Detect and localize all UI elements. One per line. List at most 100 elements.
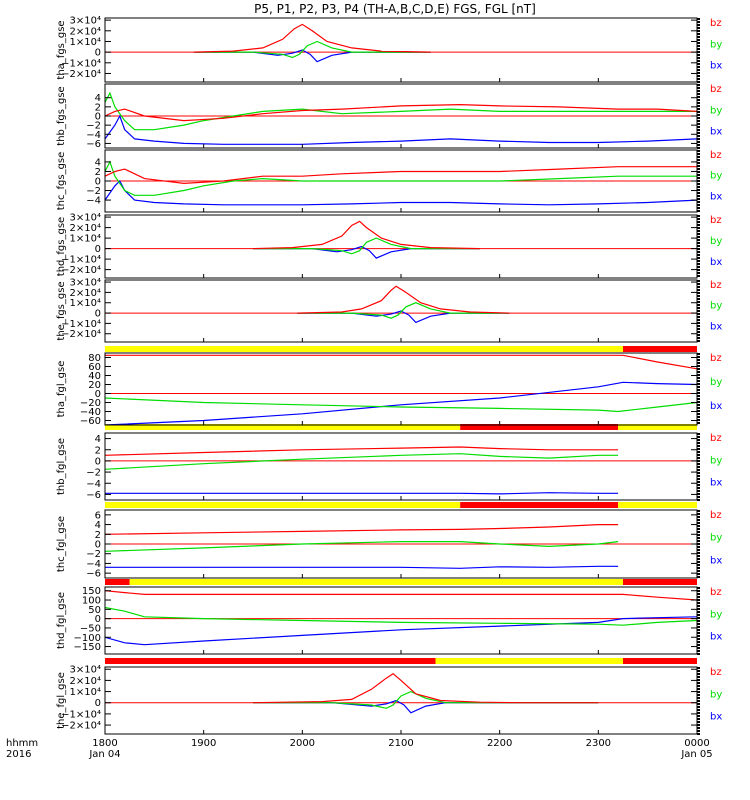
figure-title: P5, P1, P2, P3, P4 (TH-A,B,C,D,E) FGS, F… — [254, 2, 536, 16]
panel-1-ytick-label-2: 2×10⁴ — [70, 26, 101, 37]
panel-6-edge-mark — [697, 392, 700, 394]
mode-bar-1-segment-2 — [623, 346, 697, 352]
panel-9-ytick-label-2: 100 — [82, 596, 101, 607]
panel-8-series-bz — [105, 523, 619, 535]
panel-4-legend-by: by — [710, 236, 722, 247]
panel-3-series-bz — [105, 166, 697, 185]
panel-7-edge-mark — [697, 496, 700, 498]
panel-6-edge-mark — [697, 410, 700, 412]
panel-3-edge-mark — [697, 156, 700, 158]
panel-7-edge-mark — [697, 454, 700, 456]
panel-3-legend-by: by — [710, 171, 722, 182]
panel-6-edge-mark — [697, 413, 700, 415]
panel-6-legend-bz: bz — [710, 353, 722, 364]
panel-9-edge-mark — [697, 620, 700, 622]
panel-6-edge-mark — [697, 374, 700, 376]
panel-4-edge-mark — [697, 248, 700, 250]
panel-5-edge-mark — [697, 331, 700, 333]
panel-2-edge-mark — [697, 138, 700, 140]
panel-10-edge-mark — [697, 667, 700, 669]
panel-4-edge-mark — [697, 275, 700, 277]
panel-3-edge-mark — [697, 177, 700, 179]
panel-7-edge-mark — [697, 433, 700, 435]
panel-5-edge-mark — [697, 280, 700, 282]
panel-7-edge-mark — [697, 463, 700, 465]
panel-1-edge-mark — [697, 45, 700, 47]
panel-5-edge-mark — [697, 313, 700, 315]
panel-7-ytick-label-5: −4 — [86, 479, 101, 490]
panel-1-ylabel: tha_fgs_gse — [56, 20, 67, 79]
panel-4-edge-mark — [697, 242, 700, 244]
panel-2-edge-mark — [697, 144, 700, 146]
panel-9-edge-mark — [697, 587, 700, 589]
panel-2-ytick-label-3: 0 — [95, 112, 101, 123]
panel-6-frame — [104, 352, 698, 426]
panel-6-edge-mark — [697, 377, 700, 379]
panel-5-edge-mark — [697, 307, 700, 309]
panel-3-edge-mark — [697, 195, 700, 197]
panel-9-edge-mark — [697, 641, 700, 643]
mode-bar-4-segment-1 — [105, 579, 130, 585]
panel-3-ytick-label-4: −2 — [86, 186, 101, 197]
panel-10-edge-mark — [697, 718, 700, 720]
panel-5-edge-mark — [697, 325, 700, 327]
panel-8-series-bx — [105, 565, 619, 569]
panel-4-edge-mark — [697, 245, 700, 247]
panel-6-ytick-label-3: 40 — [88, 371, 101, 382]
panel-7-edge-mark — [697, 475, 700, 477]
panel-4-ytick-label-2: 2×10⁴ — [70, 223, 101, 234]
panel-6-ytick-label-2: 60 — [88, 362, 101, 373]
panel-1-edge-mark — [697, 75, 700, 77]
panel-10-edge-mark — [697, 670, 700, 672]
panel-4-ytick-label-6: −2×10⁴ — [61, 265, 101, 276]
panel-1-edge-mark — [697, 21, 700, 23]
panel-7-ytick-label-6: −6 — [86, 490, 101, 501]
panel-4-edge-mark — [697, 266, 700, 268]
panel-9-edge-mark — [697, 635, 700, 637]
panel-3-edge-mark — [697, 159, 700, 161]
panel-7-edge-mark — [697, 445, 700, 447]
panel-2-edge-mark — [697, 90, 700, 92]
panel-1-legend-by: by — [710, 39, 722, 50]
panel-3-edge-mark — [697, 192, 700, 194]
panel-6-edge-mark — [697, 362, 700, 364]
panel-7-edge-mark — [697, 472, 700, 474]
panel-5-ytick-label-5: −1×10⁴ — [61, 319, 101, 330]
panel-9-ytick-label-3: 50 — [88, 605, 101, 616]
panel-4-edge-mark — [697, 215, 700, 217]
panel-1-edge-mark — [697, 42, 700, 44]
panel-5-ytick-label-3: 1×10⁴ — [70, 298, 101, 309]
panel-9-edge-mark — [697, 644, 700, 646]
panel-1-edge-mark — [697, 24, 700, 26]
panel-4-series-by — [253, 237, 480, 255]
panel-10-edge-mark — [697, 688, 700, 690]
panel-7-edge-mark — [697, 457, 700, 459]
panel-3-edge-mark — [697, 171, 700, 173]
panel-8-legend-bx: bx — [710, 555, 722, 566]
panel-1-frame — [104, 17, 698, 83]
panel-6-edge-mark — [697, 416, 700, 418]
panel-9-edge-mark — [697, 599, 700, 601]
panel-7-edge-mark — [697, 439, 700, 441]
panel-10-edge-mark — [697, 709, 700, 711]
mode-bar-5-segment-3 — [623, 658, 697, 664]
panel-8-edge-mark — [697, 576, 700, 578]
panel-1-edge-mark — [697, 60, 700, 62]
panel-8-edge-mark — [697, 531, 700, 533]
panel-7-edge-mark — [697, 469, 700, 471]
panel-6-ytick-label-5: 0 — [95, 389, 101, 400]
panel-5-edge-mark — [697, 328, 700, 330]
panel-7-edge-mark — [697, 451, 700, 453]
panel-6-edge-mark — [697, 404, 700, 406]
panel-5-edge-mark — [697, 316, 700, 318]
panel-6-edge-mark — [697, 407, 700, 409]
panel-9-legend-bz: bz — [710, 587, 722, 598]
mode-bar-2-segment-1 — [105, 424, 461, 430]
panel-5-series-bz — [297, 285, 510, 314]
panel-8-edge-mark — [697, 528, 700, 530]
panel-1-edge-mark — [697, 36, 700, 38]
panel-4-edge-mark — [697, 251, 700, 253]
panel-9-ytick-label-1: 150 — [82, 586, 101, 597]
